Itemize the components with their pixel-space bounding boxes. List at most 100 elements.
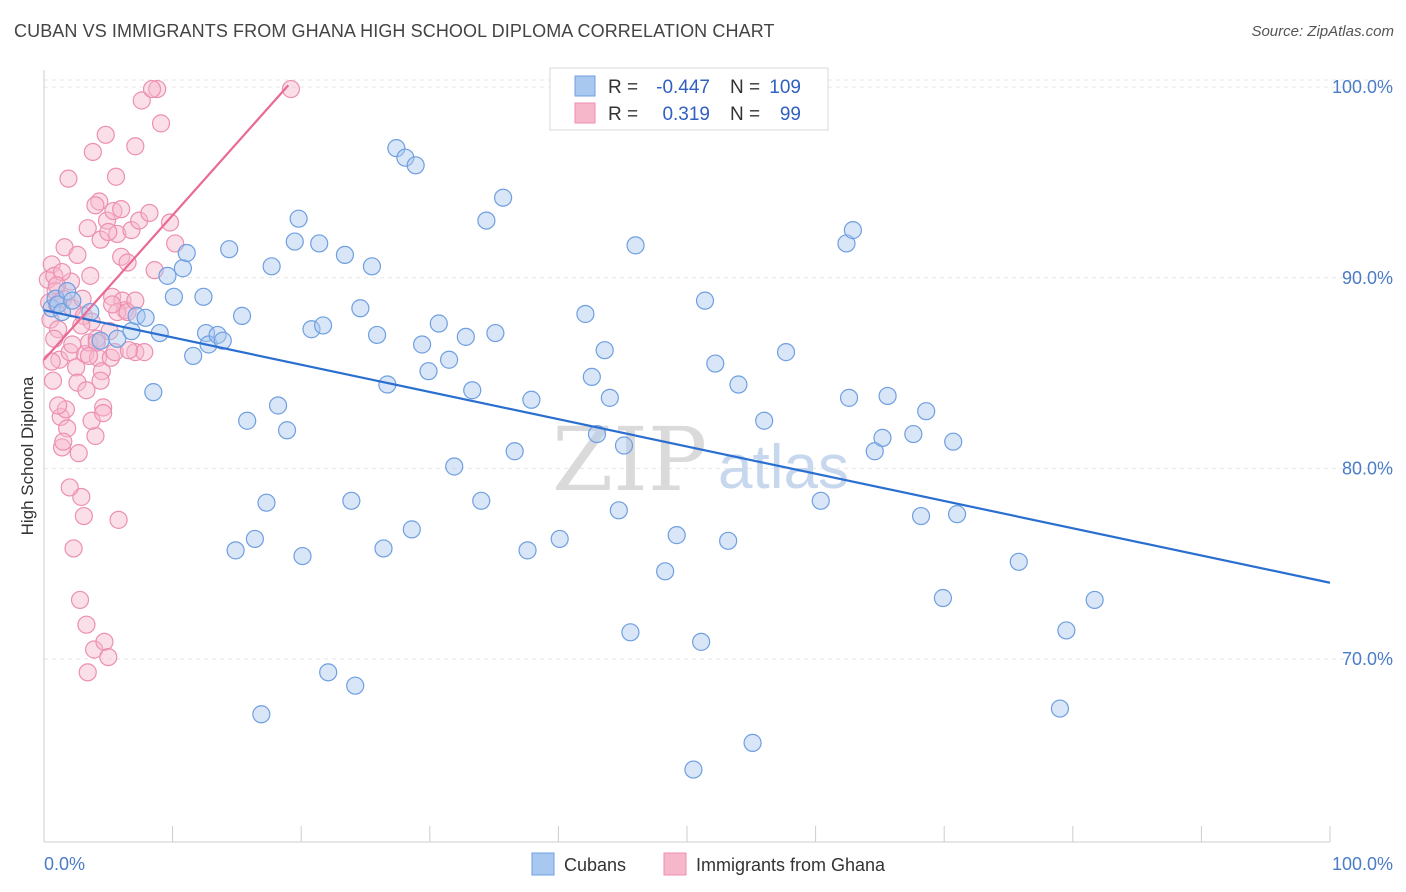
cubans-point — [729, 375, 748, 394]
cubans-point — [719, 531, 738, 550]
cubans-point — [238, 411, 257, 430]
cubans-point — [743, 733, 762, 752]
cubans-point — [621, 623, 640, 642]
watermark-zip: ZIP — [552, 408, 707, 511]
ghana-point — [47, 276, 66, 295]
ghana-point — [140, 203, 159, 223]
ghana-point — [78, 663, 97, 682]
ghana-point — [94, 404, 113, 423]
cubans-point — [1085, 590, 1104, 610]
ghana-point — [135, 343, 154, 362]
cubans-point — [518, 541, 537, 560]
cubans-point — [108, 329, 127, 348]
y-axis-title: High School Diploma — [18, 376, 37, 535]
cubans-point — [293, 546, 312, 566]
cubans-point — [277, 421, 297, 440]
series-cubans — [42, 139, 1104, 779]
cubans-point — [164, 287, 183, 306]
cubans-point — [226, 541, 245, 560]
ghana-point — [69, 444, 88, 463]
cubans-point — [402, 520, 421, 539]
cubans-trend-line — [43, 309, 1331, 584]
cubans-point — [58, 282, 77, 301]
ghana-point — [148, 79, 167, 99]
ghana-point — [106, 167, 126, 186]
cubans-point — [208, 325, 227, 345]
cubans-point — [63, 291, 82, 310]
cubans-point — [177, 243, 196, 263]
cubans-point — [220, 240, 239, 259]
ghana-point — [42, 352, 61, 371]
cubans-point — [494, 188, 513, 207]
ghana-point — [68, 245, 87, 264]
cubans-point — [456, 327, 475, 346]
cubans-point — [406, 156, 425, 175]
ghana-point — [63, 335, 82, 354]
source-label: Source: ZipAtlas.com — [1251, 23, 1394, 40]
cubans-point — [396, 148, 415, 167]
cubans-point — [865, 442, 884, 461]
cubans-point — [839, 388, 859, 407]
cubans-point — [614, 436, 634, 455]
ghana-point — [96, 125, 115, 144]
legend-n-label-ghana: N = — [730, 104, 760, 125]
cubans-point — [587, 424, 607, 444]
ghana-point — [142, 79, 162, 99]
ghana-point — [49, 320, 68, 339]
legend-n-value-cubans: 109 — [769, 77, 801, 98]
ghana-point — [99, 648, 118, 667]
cubans-point — [412, 335, 432, 354]
y-axis-tick-labels: 70.0% 80.0% 90.0% 100.0% — [1332, 77, 1393, 669]
cubans-point — [684, 760, 703, 779]
cubans-point — [667, 526, 686, 545]
legend-r-label-cubans: R = — [608, 77, 638, 98]
cubans-point — [1057, 621, 1076, 640]
ghana-point — [77, 381, 96, 400]
ghana-point — [94, 398, 113, 417]
cubans-point — [439, 350, 459, 369]
ghana-point — [83, 142, 102, 162]
cubans-point — [811, 491, 830, 510]
ghana-point — [91, 230, 110, 249]
cubans-point — [232, 306, 252, 325]
ghana-point — [281, 79, 301, 99]
cubans-point — [609, 501, 628, 520]
ghana-trend-line — [43, 84, 290, 361]
cubans-point — [342, 491, 361, 510]
ghana-point — [74, 506, 93, 526]
x-tick-label-max: 100.0% — [1332, 854, 1393, 874]
cubans-point — [319, 663, 338, 682]
cubans-point — [362, 257, 382, 276]
cubans-point — [313, 316, 333, 335]
chart-title: CUBAN VS IMMIGRANTS FROM GHANA HIGH SCHO… — [14, 21, 775, 41]
cubans-point — [289, 209, 308, 228]
bottom-legend-label-cubans: Cubans — [564, 855, 626, 875]
bottom-legend-label-ghana: Immigrants from Ghana — [696, 855, 886, 875]
cubans-point — [245, 529, 265, 549]
ghana-point — [91, 371, 110, 390]
ghana-point — [58, 419, 77, 438]
trend-lines — [43, 84, 1331, 584]
cubans-point — [904, 424, 923, 444]
cubans-point — [374, 539, 393, 558]
cubans-point — [576, 304, 595, 324]
cubans-point — [122, 322, 141, 341]
cubans-point — [351, 299, 370, 318]
ghana-point — [86, 196, 105, 215]
ghana-point — [119, 341, 138, 360]
ghana-point — [130, 211, 149, 230]
ghana-point — [42, 255, 61, 274]
cubans-point — [285, 232, 304, 251]
cubans-point — [335, 245, 355, 264]
ghana-point — [45, 329, 64, 348]
legend-n-label-cubans: N = — [730, 77, 760, 98]
cubans-point — [268, 396, 288, 415]
ghana-point — [95, 632, 114, 651]
ghana-point — [118, 253, 137, 272]
ghana-point — [79, 346, 99, 366]
cubans-point — [933, 588, 953, 608]
cubans-point — [257, 493, 276, 512]
cubans-point — [706, 354, 725, 373]
legend-r-value-cubans: -0.447 — [656, 77, 710, 98]
cubans-point — [196, 323, 216, 343]
